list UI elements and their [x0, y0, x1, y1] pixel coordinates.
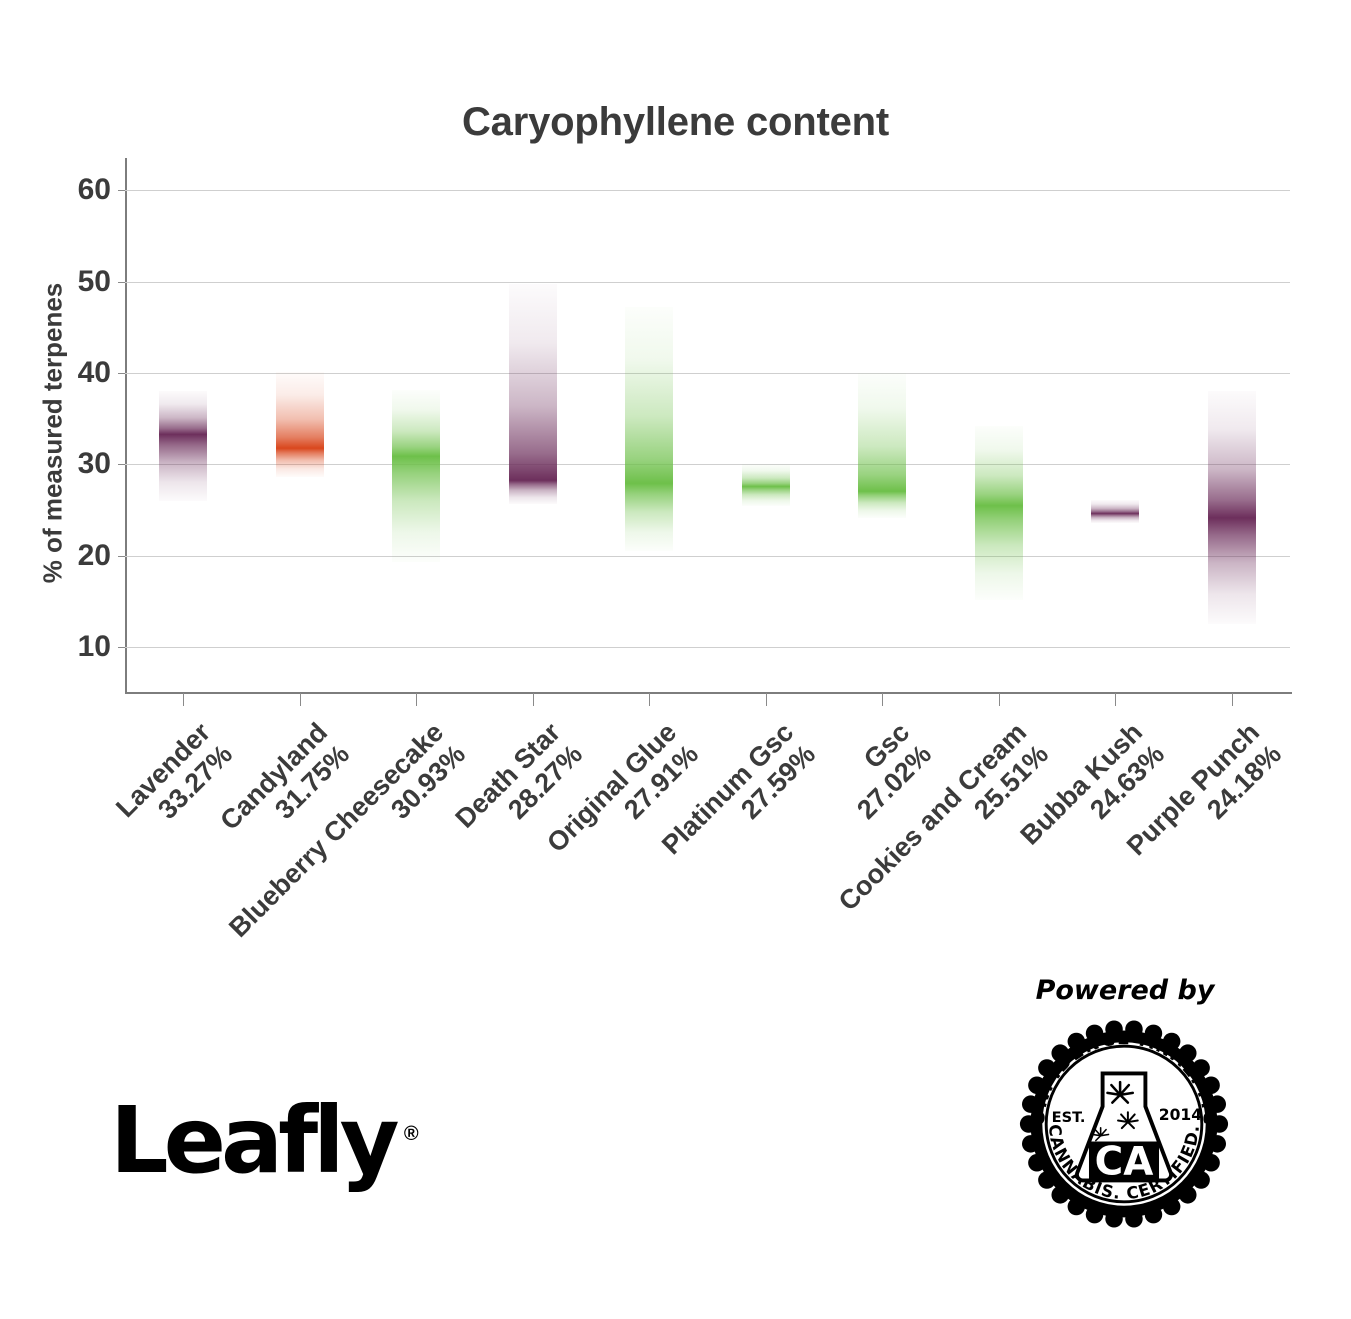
y-tick-label: 60 [77, 173, 111, 207]
density-bar [974, 426, 1023, 600]
registered-trademark-icon: ® [403, 1123, 419, 1145]
y-tick-mark [118, 281, 125, 283]
y-tick-label: 30 [77, 447, 111, 481]
y-axis-label: % of measured terpenes [37, 282, 68, 583]
leaf-spark-icon [1092, 1080, 1139, 1142]
powered-by-label: Powered by [1035, 975, 1215, 1006]
density-band-gradient [974, 426, 1023, 600]
seal-est-year: 2014 [1159, 1106, 1202, 1124]
x-tick-mark [1115, 693, 1117, 706]
x-tick-mark [299, 693, 301, 706]
leafly-wordmark: Leafly [110, 1087, 400, 1194]
density-bar [275, 372, 324, 478]
density-bar [508, 283, 557, 504]
y-tick-mark [118, 190, 125, 192]
y-tick-label: 20 [77, 538, 111, 572]
y-gridline [125, 281, 1290, 283]
y-gridline [125, 373, 1290, 375]
density-band-gradient [508, 283, 557, 504]
y-tick-mark [118, 555, 125, 557]
leafly-logo: Leafly ® [110, 1087, 419, 1194]
x-tick-mark [649, 693, 651, 706]
x-tick-mark [183, 693, 185, 706]
density-bar [741, 464, 790, 506]
density-bar [1091, 500, 1140, 523]
density-band-gradient [392, 389, 441, 563]
confidence-analytics-seal-icon: CONFIDENCE ANALYTICS CANNABIS. CERTIFIED… [1017, 1017, 1229, 1228]
density-band-gradient [1207, 391, 1256, 624]
x-tick-mark [1231, 693, 1233, 706]
plot-area: % of measured terpenes 10 20 30 40 50 60 [38, 172, 1290, 706]
seal-monogram: CA [1095, 1140, 1154, 1185]
confidence-analytics-badge: Powered by CONFIDENCE ANALYTICS CANNABIS… [1005, 975, 1245, 1228]
density-bar [858, 373, 907, 519]
density-band-gradient [858, 373, 907, 519]
y-gridline [125, 464, 1290, 466]
y-tick-label: 10 [77, 630, 111, 664]
x-tick-label: Lavender 33.27% [110, 717, 239, 846]
density-band-gradient [275, 372, 324, 478]
y-tick-label: 50 [77, 264, 111, 298]
density-band-gradient [625, 307, 674, 552]
y-gridline [125, 555, 1290, 557]
density-bar [1207, 391, 1256, 624]
seal-est-label: EST. [1052, 1109, 1086, 1126]
density-band-gradient [1091, 500, 1140, 523]
y-gridline [125, 190, 1290, 192]
density-bar [625, 307, 674, 552]
y-tick-mark [118, 464, 125, 466]
density-band-gradient [159, 391, 208, 502]
y-axis-line [125, 158, 127, 693]
density-bar [392, 389, 441, 563]
x-tick-mark [532, 693, 534, 706]
y-gridline [125, 647, 1290, 649]
density-bar [159, 391, 208, 502]
x-tick-mark [765, 693, 767, 706]
y-tick-label: 40 [77, 356, 111, 390]
density-band-gradient [741, 464, 790, 506]
x-tick-mark [998, 693, 1000, 706]
x-axis-line [125, 692, 1292, 694]
y-tick-mark [118, 373, 125, 375]
x-tick-mark [882, 693, 884, 706]
x-tick-mark [416, 693, 418, 706]
chart-title: Caryophyllene content [462, 100, 889, 144]
y-tick-mark [118, 647, 125, 649]
